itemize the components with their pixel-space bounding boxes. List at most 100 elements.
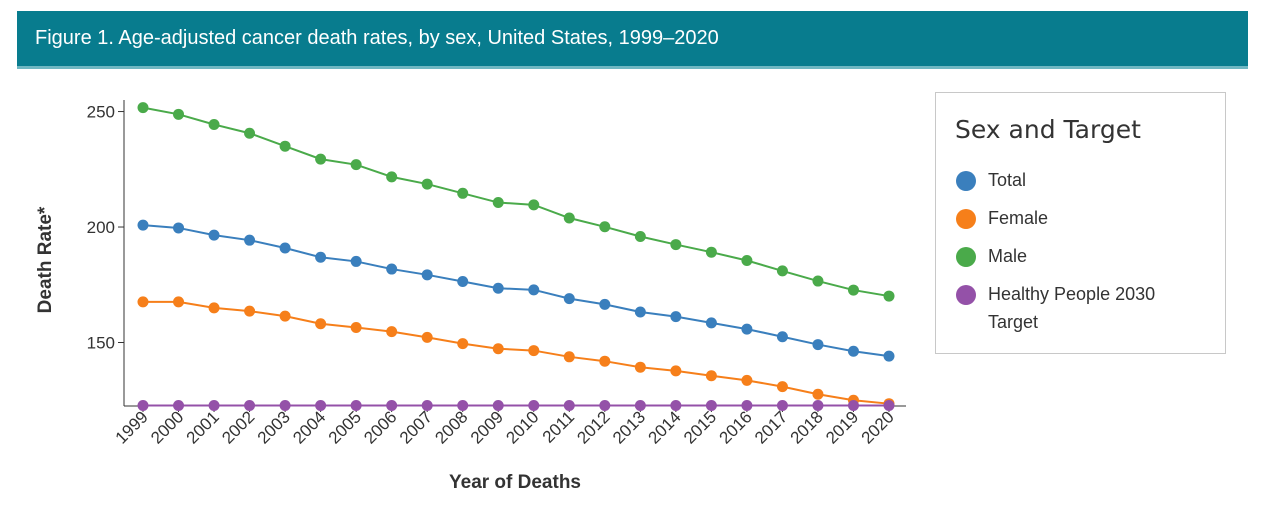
data-point-male	[528, 199, 540, 211]
data-point-male	[563, 212, 575, 224]
data-point-female	[492, 343, 504, 355]
data-point-total	[421, 269, 433, 281]
data-point-healthy-people-2030-target	[492, 400, 504, 412]
data-point-healthy-people-2030-target	[741, 400, 753, 412]
data-point-male	[386, 171, 398, 183]
data-point-total	[244, 234, 256, 246]
data-point-male	[315, 153, 327, 165]
data-point-total	[883, 350, 895, 362]
data-point-male	[812, 275, 824, 287]
data-point-female	[705, 370, 717, 382]
legend-item-female[interactable]: Female	[956, 208, 1188, 232]
data-point-female	[599, 355, 611, 367]
data-point-total	[670, 311, 682, 323]
data-point-healthy-people-2030-target	[350, 400, 362, 412]
data-point-total	[457, 276, 469, 288]
data-point-total	[528, 284, 540, 296]
data-point-male	[173, 108, 185, 120]
data-point-total	[315, 251, 327, 263]
x-tick-label: 2013	[609, 407, 649, 447]
data-point-healthy-people-2030-target	[279, 400, 291, 412]
data-point-female	[670, 365, 682, 377]
data-point-healthy-people-2030-target	[776, 400, 788, 412]
data-point-healthy-people-2030-target	[883, 400, 895, 412]
y-tick-label: 200	[87, 218, 115, 237]
data-point-healthy-people-2030-target	[386, 400, 398, 412]
data-point-healthy-people-2030-target	[528, 400, 540, 412]
x-tick-label: 2018	[787, 407, 827, 447]
data-point-male	[599, 221, 611, 233]
data-point-total	[563, 293, 575, 305]
data-point-male	[421, 178, 433, 190]
data-point-total	[741, 323, 753, 335]
data-point-male	[705, 246, 717, 258]
data-point-total	[705, 317, 717, 329]
data-point-healthy-people-2030-target	[563, 400, 575, 412]
data-point-total	[847, 345, 859, 357]
data-point-female	[812, 388, 824, 400]
x-tick-label: 2019	[822, 407, 862, 447]
data-point-male	[634, 230, 646, 242]
legend-label-female: Female	[988, 208, 1049, 228]
data-point-healthy-people-2030-target	[244, 400, 256, 412]
data-point-female	[528, 345, 540, 357]
data-point-female	[563, 351, 575, 363]
data-point-total	[776, 331, 788, 343]
y-axis-label: Death Rate*	[35, 206, 56, 313]
data-point-male	[208, 118, 220, 130]
data-point-healthy-people-2030-target	[421, 400, 433, 412]
legend: Sex and Target Total Female Male Healthy…	[935, 92, 1226, 354]
data-point-female	[634, 361, 646, 373]
y-tick-label: 150	[87, 333, 115, 352]
data-point-female	[208, 302, 220, 314]
x-tick-label: 2007	[396, 407, 436, 447]
data-point-total	[208, 229, 220, 241]
legend-swatch-female	[956, 209, 976, 229]
data-point-female	[173, 296, 185, 308]
x-tick-label: 2014	[645, 407, 685, 447]
data-point-healthy-people-2030-target	[705, 400, 717, 412]
y-tick-label: 250	[87, 103, 115, 122]
data-point-healthy-people-2030-target	[670, 400, 682, 412]
data-point-female	[137, 296, 149, 308]
legend-title: Sex and Target	[955, 115, 1141, 144]
figure-title: Figure 1. Age-adjusted cancer death rate…	[35, 27, 719, 49]
x-tick-label: 2010	[502, 407, 542, 447]
x-tick-label: 2009	[467, 407, 507, 447]
x-tick-label: 2005	[325, 407, 365, 447]
data-point-total	[350, 255, 362, 267]
data-point-male	[670, 239, 682, 251]
data-point-female	[386, 326, 398, 338]
x-tick-label: 2002	[218, 407, 258, 447]
data-point-male	[244, 127, 256, 139]
data-point-total	[634, 306, 646, 318]
data-point-female	[315, 318, 327, 330]
x-tick-label: 2012	[573, 407, 613, 447]
data-point-healthy-people-2030-target	[137, 400, 149, 412]
series-line-male	[142, 106, 890, 298]
data-point-male	[847, 284, 859, 296]
legend-label-male: Male	[988, 246, 1028, 266]
x-tick-label: 2017	[751, 407, 791, 447]
data-point-healthy-people-2030-target	[208, 400, 220, 412]
data-point-male	[776, 265, 788, 277]
legend-label-hp2030-target: Healthy People 2030 Target	[988, 284, 1156, 332]
legend-item-male[interactable]: Male	[956, 246, 1188, 270]
data-point-healthy-people-2030-target	[634, 400, 646, 412]
x-tick-label: 2006	[360, 407, 400, 447]
data-point-total	[812, 339, 824, 351]
x-tick-label: 2020	[858, 407, 898, 447]
data-point-female	[350, 321, 362, 333]
legend-item-total[interactable]: Total	[956, 170, 1188, 194]
data-point-male	[350, 159, 362, 171]
data-point-male	[457, 187, 469, 199]
data-point-healthy-people-2030-target	[599, 400, 611, 412]
legend-item-hp2030-target[interactable]: Healthy People 2030 Target	[956, 284, 1188, 336]
series-line-female	[143, 300, 890, 405]
x-tick-label: 2011	[539, 407, 578, 446]
x-tick-label: 2004	[289, 407, 329, 447]
data-point-male	[883, 290, 895, 302]
data-point-male	[741, 255, 753, 267]
data-point-total	[137, 219, 149, 231]
